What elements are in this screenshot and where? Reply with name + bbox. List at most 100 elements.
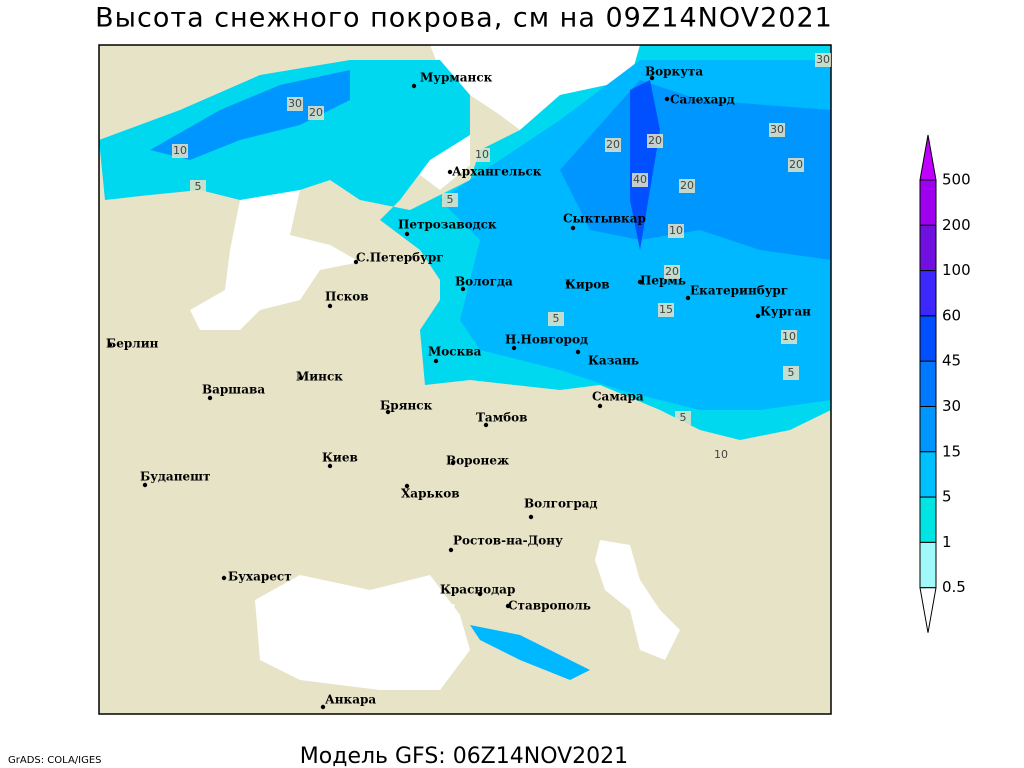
city-dot [597,403,603,409]
contour-label-box [190,180,206,194]
city-label: Воронеж [446,454,509,468]
credit: GrADS: COLA/IGES [8,755,102,766]
city-label: Курган [760,305,811,319]
contour-label-box [474,148,490,162]
city-label: Брянск [380,399,433,413]
city-label: С.Петербург [356,251,444,265]
contour-label: 5 [447,193,454,206]
city-label: Анкара [325,693,376,707]
map [98,44,832,715]
contour-label: 10 [173,144,187,157]
contour-label-box [679,179,695,193]
city-dot [221,575,227,581]
legend-label: 15 [942,442,961,460]
legend-label: 45 [942,352,961,370]
city-label: Салехард [670,93,735,107]
city-dot [637,279,643,285]
city-dot [385,409,391,415]
contour-label: 40 [633,173,647,186]
contour-label: 5 [680,411,687,424]
city-dot [411,83,417,89]
contour-label-box [713,448,729,462]
contour-label: 10 [714,448,728,461]
city-label: Москва [428,345,482,359]
city-label: Петрозаводск [398,218,497,232]
contour-label-box [783,366,799,380]
city-dot [448,547,454,553]
legend-swatch [919,451,937,498]
contour-label-box [781,330,797,344]
city-dot [664,96,670,102]
city-label: Минск [296,370,343,384]
contour-label: 20 [665,265,679,278]
city-dot [404,483,410,489]
contour-label: 10 [475,148,489,161]
legend-label: 100 [942,261,971,279]
city-label: Берлин [106,337,159,351]
city-label: Сыктывкар [563,212,646,226]
city-dot [483,422,489,428]
city-dot [107,342,113,348]
city-label: Воркута [645,65,703,79]
city-dot [207,395,213,401]
city-dot [477,591,483,597]
city-label: Киров [565,278,610,292]
contour-label-box [442,193,458,207]
contour-label-box [647,134,663,148]
city-dot [575,349,581,355]
city-label: Екатеринбург [690,284,788,298]
contour-label: 30 [288,97,302,110]
contour-label: 20 [606,138,620,151]
legend-label: 30 [942,397,961,415]
title: Высота снежного покрова, см на 09Z14NOV2… [95,3,833,34]
contour-label-box [548,312,564,326]
city-label: Киев [322,451,358,465]
city-dot [511,345,517,351]
city-label: Бухарест [228,570,292,584]
contour-label: 5 [195,180,202,193]
contour-label-box [605,138,621,152]
subtitle: Модель GFS: 06Z14NOV2021 [300,744,628,768]
legend-top [919,134,937,181]
contour-label: 20 [648,134,662,147]
city-label: Самара [592,390,644,404]
contour-label: 5 [788,366,795,379]
city-label: Будапешт [140,470,210,484]
city-dot [327,463,333,469]
legend-swatch [919,315,937,362]
city-dot [685,295,691,301]
contour-label: 15 [659,303,673,316]
cities: Мурманск Воркута Салехард Архангельск Сыктыв… [106,65,811,710]
contour-label: 20 [680,179,694,192]
city-label: Казань [588,354,639,368]
contour-label-box [632,173,648,187]
city-dot [570,225,576,231]
city-dot [404,231,410,237]
legend-label: 60 [942,306,961,324]
contour-label-box [668,224,684,238]
contour-label-box [287,97,303,111]
contour-label: 20 [309,106,323,119]
city-label: Тамбов [476,411,527,425]
contour-label: 10 [782,330,796,343]
contour-label: 20 [789,158,803,171]
contour-labels: 30 20 10 5 10 5 20 20 40 20 30 20 10 20 15 5 10 5 5 10 30 [172,53,831,462]
contour-label: 30 [770,123,784,136]
city-dot [450,460,456,466]
contour-label-box [675,411,691,425]
contour-label: 5 [553,312,560,325]
city-dot [528,514,534,520]
legend: 500 200 100 60 45 30 15 5 1 0.5 [919,134,971,633]
contour-label-box [658,303,674,317]
city-label: Вологда [455,275,513,289]
city-dot [353,259,359,265]
city-label: Ставрополь [508,599,591,613]
legend-swatch [919,496,937,543]
legend-swatch [919,224,937,272]
city-dot [649,75,655,81]
contour-label-box [769,123,785,137]
city-label: Краснодар [440,583,515,597]
city-dot [755,313,761,319]
legend-label: 5 [942,488,952,506]
